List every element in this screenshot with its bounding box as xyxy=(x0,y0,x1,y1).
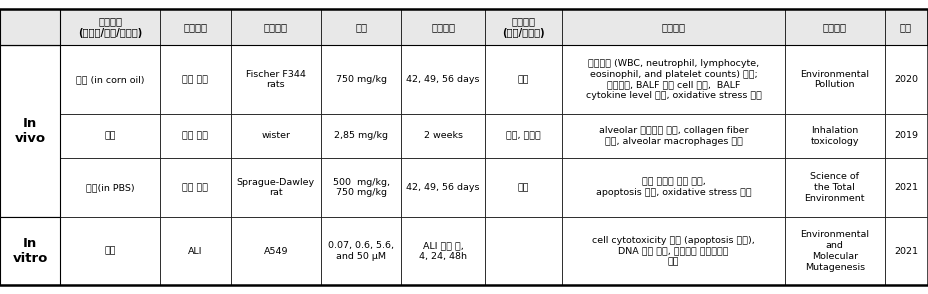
Text: Science of
the Total
Environment: Science of the Total Environment xyxy=(804,172,864,203)
Text: 0.07, 0.6, 5.6,
and 50 μM: 0.07, 0.6, 5.6, and 50 μM xyxy=(328,241,393,261)
Text: 년도: 년도 xyxy=(899,22,911,32)
Text: 노출형태
(입자상/액상/가스상): 노출형태 (입자상/액상/가스상) xyxy=(78,16,142,38)
Bar xyxy=(561,114,784,158)
Text: 액상: 액상 xyxy=(104,131,116,140)
Bar xyxy=(60,9,926,45)
Text: 42, 49, 56 days: 42, 49, 56 days xyxy=(406,75,480,84)
Text: 폐의 염증성 손상 촉진,
apoptosis 유도, oxidative stress 증가: 폐의 염증성 손상 촉진, apoptosis 유도, oxidative st… xyxy=(595,178,751,197)
Bar xyxy=(231,114,320,158)
Bar xyxy=(320,158,401,217)
Text: cell cytotoxicity 증가 (apoptosis 유도),
DNA 손상 증가, 지질산화 유의적으로
증가: cell cytotoxicity 증가 (apoptosis 유도), DNA… xyxy=(592,236,754,266)
Text: 2 weeks: 2 weeks xyxy=(423,131,462,140)
Bar xyxy=(883,9,926,45)
Text: 2021: 2021 xyxy=(893,183,917,192)
Bar xyxy=(784,45,883,114)
Bar xyxy=(160,217,231,285)
Bar xyxy=(484,45,561,114)
Bar xyxy=(401,9,484,45)
Text: 실험결과: 실험결과 xyxy=(661,22,685,32)
Text: Sprague-Dawley
rat: Sprague-Dawley rat xyxy=(237,178,315,197)
Bar xyxy=(60,114,160,158)
Bar xyxy=(401,217,484,285)
Bar xyxy=(231,9,320,45)
Text: 염증세포 (WBC, neutrophil, lymphocyte,
eosinophil, and platelet counts) 증가;
염증증가, BA: 염증세포 (WBC, neutrophil, lymphocyte, eosin… xyxy=(586,59,761,100)
Text: 농도: 농도 xyxy=(354,22,367,32)
Text: 경구 투여: 경구 투여 xyxy=(182,183,208,192)
Text: 750 mg/kg: 750 mg/kg xyxy=(335,75,386,84)
Bar xyxy=(401,114,484,158)
Text: 2,85 mg/kg: 2,85 mg/kg xyxy=(334,131,388,140)
Text: 염증: 염증 xyxy=(517,75,529,84)
Bar xyxy=(883,217,926,285)
Bar xyxy=(561,9,784,45)
Bar xyxy=(231,45,320,114)
Bar xyxy=(484,217,561,285)
Text: ALI: ALI xyxy=(187,247,202,255)
Bar xyxy=(160,45,231,114)
Bar xyxy=(0,9,60,45)
Bar xyxy=(160,9,231,45)
Text: 노출기간: 노출기간 xyxy=(431,22,455,32)
Bar xyxy=(60,9,160,45)
Text: 42, 49, 56 days: 42, 49, 56 days xyxy=(406,183,480,192)
Text: 경구 투여: 경구 투여 xyxy=(182,131,208,140)
Bar xyxy=(561,158,784,217)
Bar xyxy=(784,158,883,217)
Text: 500  mg/kg,
750 mg/kg: 500 mg/kg, 750 mg/kg xyxy=(332,178,389,197)
Bar xyxy=(401,45,484,114)
Text: 2019: 2019 xyxy=(893,131,917,140)
Text: 노출방법: 노출방법 xyxy=(183,22,207,32)
Bar xyxy=(320,217,401,285)
Bar xyxy=(0,45,60,217)
Bar xyxy=(160,114,231,158)
Bar xyxy=(0,217,60,285)
Bar xyxy=(883,45,926,114)
Bar xyxy=(231,217,320,285)
Text: 경구 투여: 경구 투여 xyxy=(182,75,208,84)
Bar xyxy=(883,114,926,158)
Bar xyxy=(784,9,883,45)
Bar xyxy=(320,45,401,114)
Bar xyxy=(484,158,561,217)
Text: 액상 (in corn oil): 액상 (in corn oil) xyxy=(76,75,144,84)
Text: wister: wister xyxy=(261,131,290,140)
Bar xyxy=(60,158,160,217)
Bar xyxy=(784,217,883,285)
Text: alveolar 염증세포 증가, collagen fiber
증가, alveolar macrophages 증가: alveolar 염증세포 증가, collagen fiber 증가, alv… xyxy=(599,126,748,146)
Bar xyxy=(484,114,561,158)
Text: In
vivo: In vivo xyxy=(15,117,45,145)
Text: In
vitro: In vitro xyxy=(12,237,48,265)
Text: 2020: 2020 xyxy=(893,75,917,84)
Bar xyxy=(784,114,883,158)
Bar xyxy=(401,158,484,217)
Text: 실험모델: 실험모델 xyxy=(264,22,288,32)
Text: A549: A549 xyxy=(264,247,288,255)
Text: 염증: 염증 xyxy=(517,183,529,192)
Bar xyxy=(883,158,926,217)
Bar xyxy=(60,45,160,114)
Text: Environmental
and
Molecular
Mutagenesis: Environmental and Molecular Mutagenesis xyxy=(799,230,869,272)
Bar xyxy=(60,217,160,285)
Text: 참고문헌: 참고문헌 xyxy=(822,22,845,32)
Bar xyxy=(320,114,401,158)
Text: 액상: 액상 xyxy=(104,247,116,255)
Text: 2021: 2021 xyxy=(893,247,917,255)
Text: 노출영향
(염증/섬유화): 노출영향 (염증/섬유화) xyxy=(502,16,545,38)
Text: 액상(in PBS): 액상(in PBS) xyxy=(85,183,135,192)
Text: ALI 노출 후,
4, 24, 48h: ALI 노출 후, 4, 24, 48h xyxy=(419,241,467,261)
Text: Environmental
Pollution: Environmental Pollution xyxy=(799,70,869,89)
Bar xyxy=(320,9,401,45)
Bar xyxy=(561,217,784,285)
Text: Fischer F344
rats: Fischer F344 rats xyxy=(246,70,305,89)
Text: 염증, 섬유화: 염증, 섬유화 xyxy=(506,131,540,140)
Bar xyxy=(160,158,231,217)
Text: Inhalation
toxicology: Inhalation toxicology xyxy=(809,126,858,146)
Bar xyxy=(484,9,561,45)
Bar xyxy=(231,158,320,217)
Bar xyxy=(561,45,784,114)
